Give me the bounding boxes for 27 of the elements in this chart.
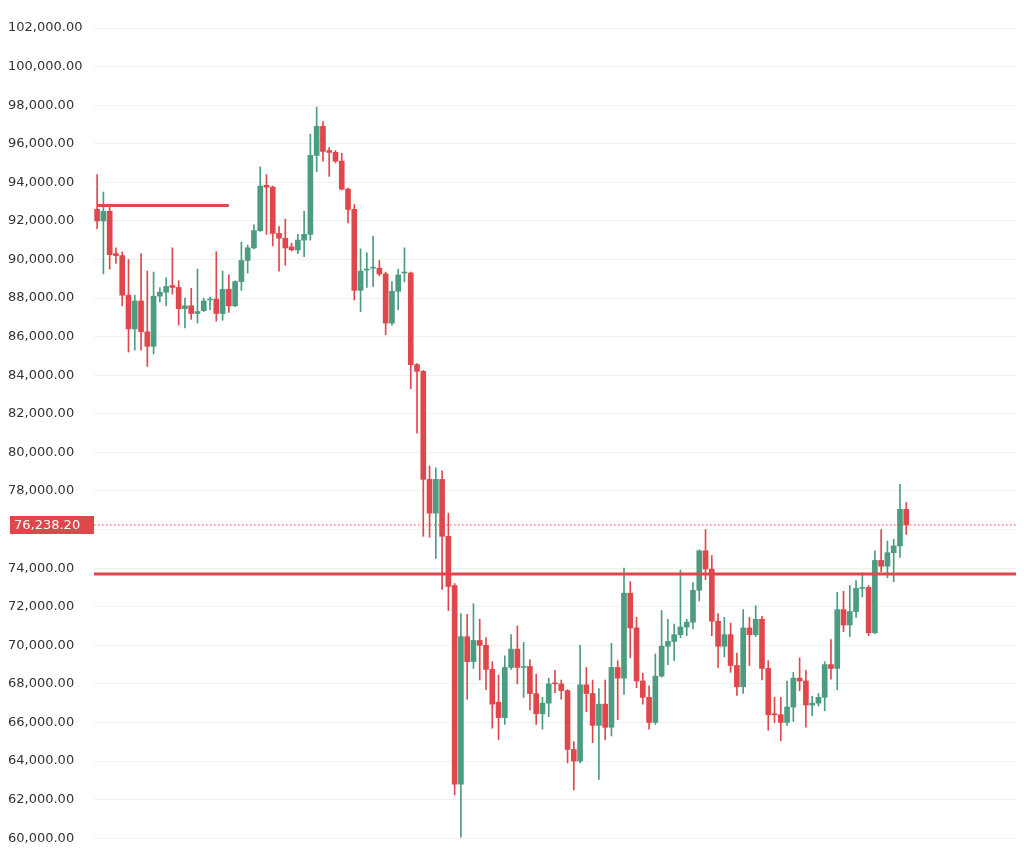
candlestick [596, 688, 602, 780]
y-tick-label: 102,000.00 [8, 19, 83, 35]
y-tick-label: 68,000.00 [8, 675, 75, 691]
y-tick-label: 98,000.00 [8, 96, 75, 112]
y-tick-label: 96,000.00 [8, 135, 75, 151]
y-tick-label: 70,000.00 [8, 636, 75, 652]
y-tick-label: 80,000.00 [8, 443, 75, 459]
y-tick-label: 82,000.00 [8, 405, 75, 421]
y-tick-label: 90,000.00 [8, 250, 75, 266]
y-tick-label: 66,000.00 [8, 713, 75, 729]
y-tick-label: 72,000.00 [8, 598, 75, 614]
y-tick-label: 78,000.00 [8, 482, 75, 498]
y-tick-label: 94,000.00 [8, 173, 75, 189]
y-tick-label: 86,000.00 [8, 328, 75, 344]
y-tick-label: 92,000.00 [8, 212, 75, 228]
candlestick [828, 639, 834, 680]
y-tick-label: 60,000.00 [8, 829, 75, 845]
y-tick-label: 100,000.00 [8, 57, 83, 73]
candlestick [182, 297, 188, 329]
candlestick [213, 251, 220, 322]
ref-line-label: 76,238.20 [14, 517, 81, 533]
y-tick-label: 62,000.00 [8, 790, 75, 806]
y-tick-label: 88,000.00 [8, 289, 75, 305]
y-tick-label: 64,000.00 [8, 752, 75, 768]
candlestick [614, 660, 621, 720]
y-tick-label: 74,000.00 [8, 559, 75, 575]
y-tick-label: 84,000.00 [8, 366, 75, 382]
